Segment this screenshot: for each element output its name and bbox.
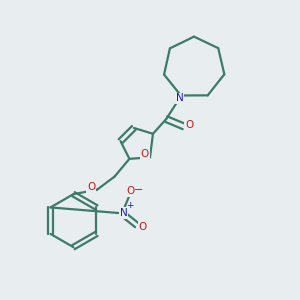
Text: O: O [127, 186, 135, 196]
Text: N: N [176, 94, 183, 103]
Text: O: O [139, 222, 147, 232]
Text: +: + [127, 201, 134, 210]
Text: O: O [87, 182, 95, 192]
Text: N: N [120, 208, 128, 218]
Text: O: O [141, 149, 149, 159]
Text: −: − [134, 185, 143, 195]
Text: O: O [185, 120, 193, 130]
